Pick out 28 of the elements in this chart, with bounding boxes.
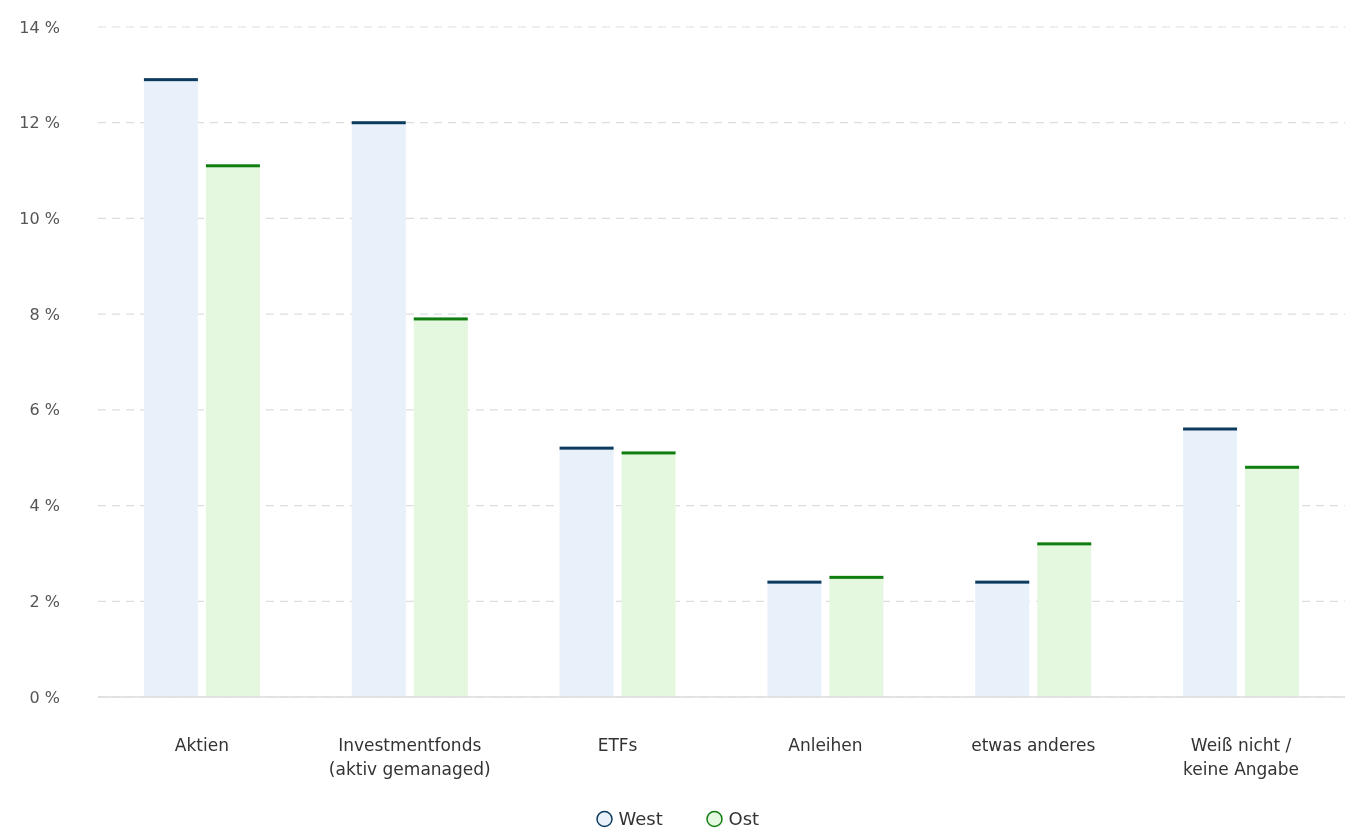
bar [975, 582, 1030, 697]
bar [205, 165, 260, 697]
bar [621, 452, 676, 697]
y-tick-label: 0 % [29, 687, 60, 707]
y-tick-label: 12 % [19, 113, 60, 133]
y-tick-label: 4 % [29, 496, 60, 516]
bar [829, 577, 884, 697]
x-tick-label: Aktien [174, 735, 229, 755]
bar [1245, 467, 1300, 697]
bar [143, 79, 198, 697]
y-tick-label: 10 % [19, 209, 60, 229]
y-tick-label: 14 % [19, 17, 60, 37]
bar [1037, 543, 1092, 697]
legend-label: West [618, 808, 663, 829]
y-tick-label: 8 % [29, 304, 60, 324]
legend-label: Ost [728, 808, 760, 829]
x-tick-label: Investmentfonds (aktiv gemanaged) [328, 735, 491, 779]
bar [413, 318, 468, 697]
y-tick-label: 2 % [29, 591, 60, 611]
bar [351, 122, 406, 697]
x-tick-label: Anleihen [788, 735, 863, 755]
y-tick-label: 6 % [29, 400, 60, 420]
bar [1183, 429, 1238, 697]
bar [559, 448, 614, 697]
x-tick-label: etwas anderes [971, 735, 1096, 755]
x-tick-label: Weiß nicht / keine Angabe [1183, 735, 1300, 779]
bar [767, 582, 822, 697]
x-tick-label: ETFs [597, 735, 638, 755]
